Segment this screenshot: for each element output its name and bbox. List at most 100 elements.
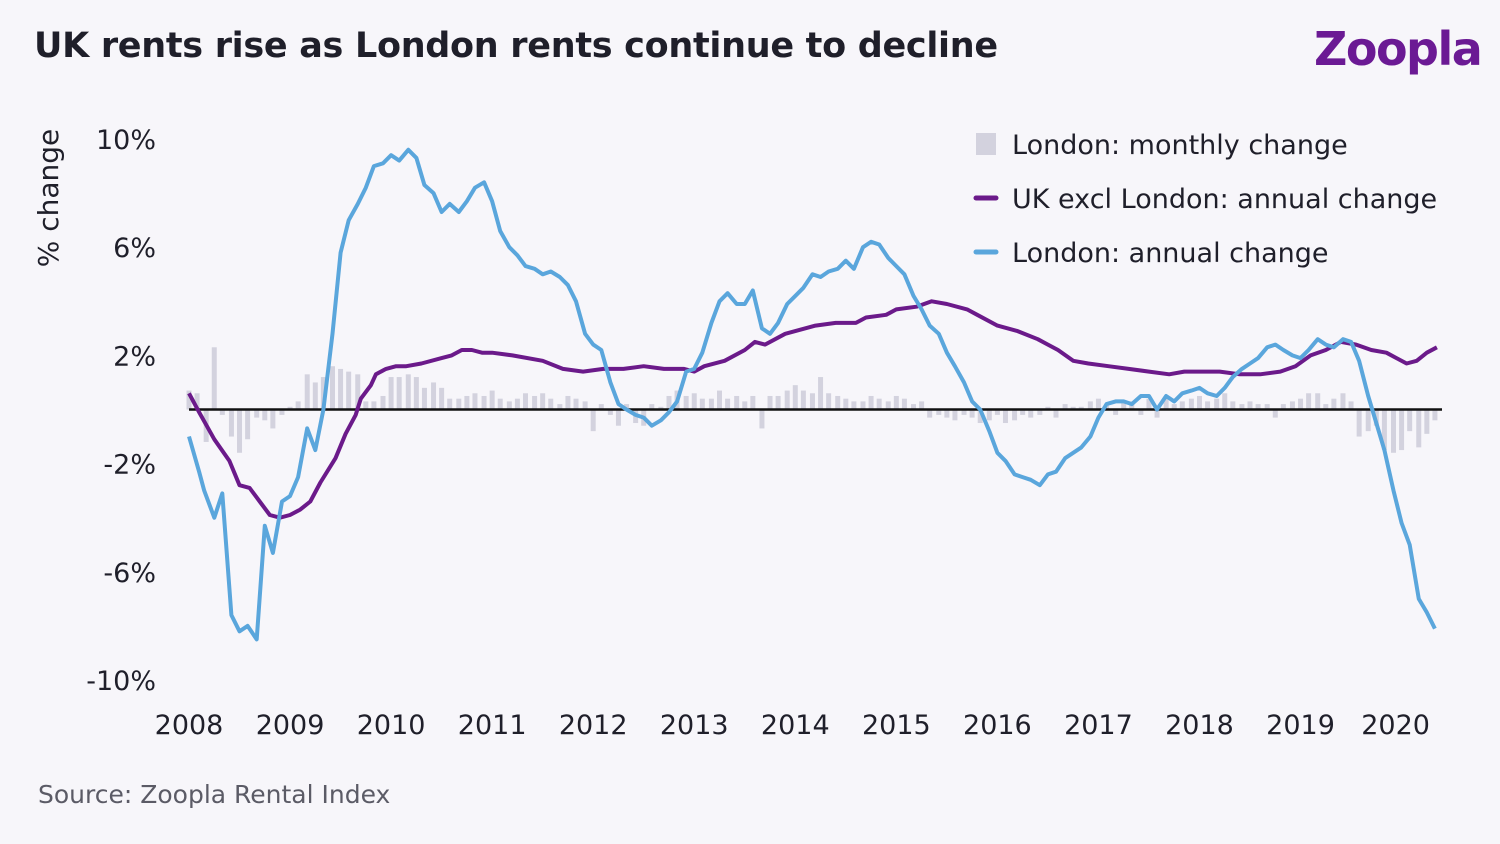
monthly-change-bar [1331,398,1337,410]
monthly-change-bar [565,395,571,410]
monthly-change-bar [1280,404,1286,410]
monthly-change-bar [784,390,790,410]
monthly-change-bar [901,398,907,410]
monthly-change-bar [624,404,630,410]
monthly-change-bar [1037,409,1043,415]
monthly-change-bar [1323,404,1329,410]
monthly-change-bar [818,377,824,410]
monthly-change-bar [405,374,411,410]
monthly-change-bar [1298,398,1304,410]
monthly-change-bar [1095,398,1101,410]
legend-label: UK excl London: annual change [1012,184,1437,215]
monthly-change-bar [540,393,546,410]
monthly-change-bar [1356,409,1362,437]
london-annual-change-line [187,147,1437,642]
monthly-change-bar [304,374,310,410]
monthly-change-bar [329,366,335,410]
monthly-change-bar [1315,393,1321,410]
monthly-change-bar [1087,401,1093,410]
monthly-change-bar [371,401,377,410]
monthly-change-bar [219,409,225,415]
monthly-change-bar [194,393,200,410]
monthly-change-bar [557,404,563,410]
monthly-change-bar [396,377,402,410]
monthly-change-bar [1045,406,1051,410]
monthly-change-bar [598,404,604,410]
monthly-change-bar [775,395,781,410]
monthly-change-bar [590,409,596,432]
monthly-change-bar [961,409,967,415]
y-tick-label: -6% [103,558,156,589]
y-tick-label: 2% [113,341,156,372]
monthly-change-bar [346,371,352,410]
monthly-change-bar [1053,409,1059,418]
monthly-change-bar [287,406,293,410]
monthly-change-bar [1205,401,1211,410]
monthly-change-bar [893,395,899,410]
monthly-change-bar [1214,398,1220,410]
monthly-change-bar [532,395,538,410]
monthly-change-bar [1390,409,1396,453]
monthly-change-bar [582,401,588,410]
chart-legend: London: monthly change UK excl London: an… [973,130,1437,269]
monthly-change-bar [447,398,453,410]
monthly-change-bar [1188,398,1194,410]
monthly-change-bar [514,398,520,410]
x-tick-label: 2016 [963,710,1032,741]
chart-title: UK rents rise as London rents continue t… [34,26,998,66]
monthly-change-bar [363,401,369,410]
monthly-change-bar [750,395,756,410]
monthly-change-bar [481,395,487,410]
monthly-change-bar [1171,404,1177,410]
monthly-change-bar [431,382,437,410]
monthly-change-bar [1028,409,1034,418]
x-tick-label: 2011 [458,710,527,741]
monthly-change-bar [826,393,832,410]
monthly-change-bar [1020,409,1026,415]
monthly-change-bar [615,409,621,426]
monthly-change-bar [1399,409,1405,451]
monthly-change-bar [1002,409,1008,424]
monthly-change-bar [1138,409,1144,415]
zoopla-logo: Zoopla [1314,22,1483,76]
monthly-change-bar [683,395,689,410]
monthly-change-bar [295,401,301,410]
monthly-change-bar [658,406,664,410]
x-tick-label: 2017 [1064,710,1133,741]
monthly-change-bar [388,377,394,410]
monthly-change-bar [851,401,857,410]
monthly-change-bar [759,409,765,429]
x-tick-label: 2013 [660,710,729,741]
y-axis-label: % change [32,129,65,268]
monthly-change-bar [767,395,773,410]
monthly-change-bar [1407,409,1413,432]
monthly-change-bar [977,409,983,424]
monthly-change-bar [607,409,613,415]
monthly-change-bar [456,398,462,410]
monthly-change-bar [254,409,260,418]
monthly-change-bar [911,404,917,410]
monthly-change-bar [952,409,958,421]
monthly-change-bar [1146,398,1152,410]
monthly-change-bar [1012,409,1018,421]
monthly-change-bar [1255,404,1261,410]
monthly-change-bar [868,395,874,410]
monthly-change-bar [1264,404,1270,410]
source-note: Source: Zoopla Rental Index [38,780,391,809]
x-tick-label: 2008 [155,710,224,741]
monthly-change-bar [876,398,882,410]
monthly-change-bar [237,409,243,453]
monthly-change-bar [1113,409,1119,415]
monthly-change-bar [809,393,815,410]
y-tick-label: 10% [96,125,156,156]
monthly-change-bar [717,390,723,410]
y-tick-label: -2% [103,450,156,481]
monthly-change-bar [860,401,866,410]
monthly-change-bar [843,398,849,410]
monthly-change-bar [506,401,512,410]
x-tick-label: 2010 [357,710,426,741]
monthly-change-bar [936,409,942,415]
monthly-change-bar [986,409,992,421]
monthly-change-bar [573,398,579,410]
monthly-change-bar [1272,409,1278,418]
